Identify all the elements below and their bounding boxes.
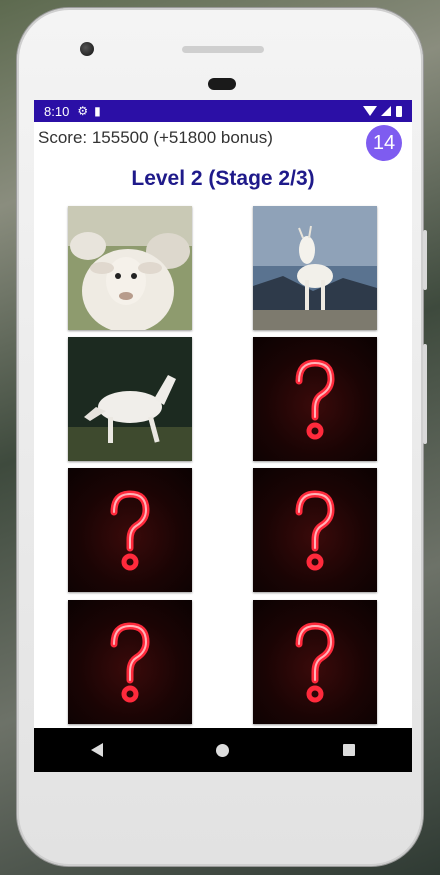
app-screen: 8:10 ⚙ ▮ Score: 155500 (+51800 bonus) 14… xyxy=(34,100,412,772)
status-bar: 8:10 ⚙ ▮ xyxy=(34,100,412,122)
question-mark-icon xyxy=(295,490,335,571)
memory-card-hidden[interactable] xyxy=(253,337,377,461)
speaker-slot xyxy=(208,78,236,90)
android-nav-bar xyxy=(34,728,412,772)
recent-apps-icon[interactable] xyxy=(343,744,356,756)
question-mark-icon xyxy=(110,490,150,571)
power-button xyxy=(423,230,427,290)
front-camera xyxy=(80,42,94,56)
memory-card-hidden[interactable] xyxy=(253,468,377,592)
volume-button xyxy=(423,344,427,444)
sheep-image xyxy=(68,206,192,330)
memory-card-sheep[interactable] xyxy=(68,206,192,330)
question-mark-icon xyxy=(295,622,335,703)
moves-counter-badge: 14 xyxy=(366,125,402,161)
sd-card-icon: ▮ xyxy=(94,104,101,118)
battery-icon xyxy=(396,105,402,117)
memory-card-hidden[interactable] xyxy=(68,468,192,592)
wifi-icon xyxy=(363,106,377,116)
horse-image xyxy=(68,337,192,461)
memory-card-horse[interactable] xyxy=(68,337,192,461)
signal-icon xyxy=(381,106,391,116)
home-icon[interactable] xyxy=(216,743,230,757)
gear-icon: ⚙ xyxy=(77,104,89,118)
goat-image xyxy=(253,206,377,330)
level-title: Level 2 (Stage 2/3) xyxy=(131,167,315,190)
memory-card-goat[interactable] xyxy=(253,206,377,330)
earpiece-speaker xyxy=(182,46,264,53)
status-time: 8:10 xyxy=(44,103,70,119)
memory-card-hidden[interactable] xyxy=(253,600,377,724)
memory-card-hidden[interactable] xyxy=(68,600,192,724)
back-icon[interactable] xyxy=(90,743,103,757)
score-bar: Score: 155500 (+51800 bonus) 14 xyxy=(34,122,412,161)
question-mark-icon xyxy=(295,359,335,440)
score-text: Score: 155500 (+51800 bonus) xyxy=(38,128,273,147)
question-mark-icon xyxy=(110,622,150,703)
